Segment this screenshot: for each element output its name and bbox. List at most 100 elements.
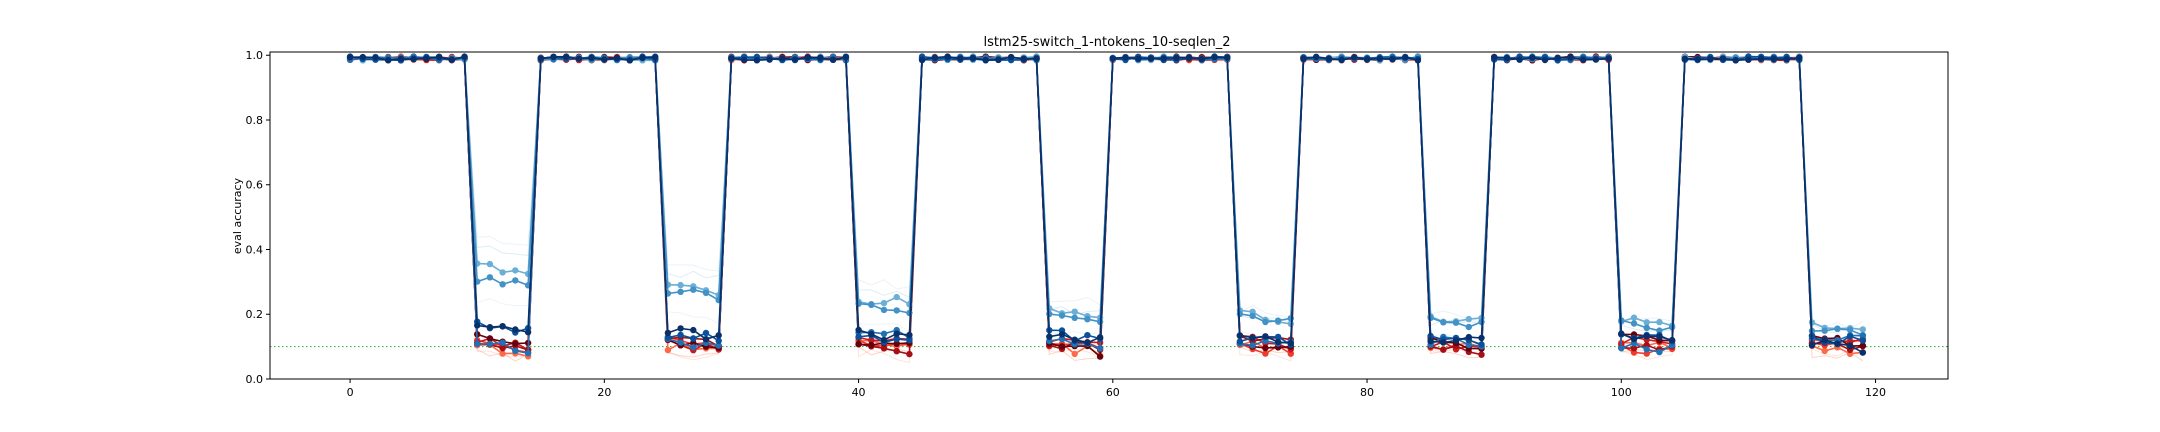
data-point: [1618, 345, 1625, 352]
data-point: [868, 330, 875, 338]
data-point: [702, 336, 710, 343]
data-point: [448, 56, 455, 63]
data-point: [499, 350, 506, 357]
data-point: [1249, 334, 1256, 341]
data-point: [1846, 333, 1854, 340]
data-point: [1656, 327, 1663, 334]
data-point: [779, 55, 786, 62]
data-point: [1707, 56, 1714, 63]
data-point: [842, 54, 850, 61]
data-point: [944, 53, 951, 60]
data-point: [1084, 339, 1091, 346]
data-point: [1478, 341, 1485, 348]
data-point: [1071, 336, 1078, 343]
data-point: [817, 54, 824, 61]
data-point: [1147, 55, 1155, 62]
data-point: [995, 56, 1002, 63]
data-point: [524, 329, 532, 336]
data-point: [626, 57, 633, 64]
data-point: [855, 333, 862, 340]
data-point: [486, 340, 494, 348]
data-point: [512, 347, 519, 354]
data-point: [575, 55, 583, 62]
data-point: [1033, 55, 1040, 63]
data-point: [1363, 56, 1371, 63]
data-point: [1719, 55, 1727, 62]
data-point: [677, 339, 684, 346]
data-point: [893, 340, 900, 347]
data-point: [690, 326, 697, 334]
data-point: [499, 339, 506, 346]
data-point: [410, 56, 417, 63]
data-point: [512, 277, 519, 284]
data-point: [931, 54, 938, 61]
data-point: [1236, 310, 1244, 318]
data-point: [1503, 54, 1511, 61]
data-point: [1529, 54, 1536, 61]
data-point: [486, 260, 494, 268]
x-tick-label: 80: [1360, 386, 1374, 399]
data-point: [639, 54, 646, 61]
data-point: [1173, 54, 1180, 61]
data-point: [1465, 315, 1473, 323]
data-point: [613, 54, 621, 62]
data-point: [715, 342, 722, 349]
data-point: [715, 337, 722, 344]
data-point: [1402, 54, 1409, 61]
data-point: [423, 55, 430, 62]
data-point: [1198, 55, 1206, 63]
data-point: [461, 53, 468, 60]
series-14: [346, 53, 1867, 356]
data-point: [1135, 55, 1142, 62]
data-point: [969, 54, 977, 62]
data-point: [1859, 332, 1867, 339]
data-point: [1274, 317, 1282, 324]
data-point: [1796, 54, 1803, 61]
y-tick-label: 0.4: [246, 243, 264, 256]
data-point: [957, 55, 964, 62]
data-point: [1427, 338, 1434, 345]
y-axis: 0.0 0.2 0.4 0.6 0.8 1.0: [246, 49, 270, 386]
data-point: [677, 281, 684, 289]
data-point: [1465, 341, 1473, 349]
data-point: [1262, 350, 1269, 357]
data-point: [435, 53, 443, 61]
y-tick-label: 0.2: [246, 308, 264, 321]
data-point: [1058, 331, 1066, 338]
data-point: [550, 53, 557, 60]
data-point: [499, 323, 506, 330]
data-point: [1541, 56, 1549, 64]
data-point: [1592, 56, 1600, 63]
data-point: [1096, 353, 1104, 360]
data-point: [1262, 344, 1269, 352]
data-point: [728, 55, 735, 62]
data-point: [1630, 345, 1638, 352]
data-point: [1656, 333, 1663, 340]
data-point: [1580, 56, 1587, 63]
data-point: [677, 288, 684, 295]
x-axis: 0 20 40 60 80 100 120: [347, 379, 1886, 399]
data-point: [1668, 336, 1676, 344]
data-point: [664, 334, 672, 341]
data-point: [1440, 346, 1447, 353]
x-tick-label: 0: [347, 386, 354, 399]
data-point: [829, 56, 837, 63]
data-point: [1478, 351, 1485, 358]
data-point: [893, 330, 900, 337]
data-point: [1859, 342, 1867, 349]
data-point: [512, 326, 519, 333]
data-point: [1351, 54, 1358, 61]
data-point: [1376, 55, 1384, 62]
data-point: [1770, 55, 1778, 63]
data-point: [1313, 53, 1320, 60]
data-point: [499, 269, 506, 276]
y-tick-label: 0.6: [246, 179, 264, 192]
data-point: [359, 53, 366, 61]
y-tick-label: 0.0: [246, 373, 264, 386]
data-point: [601, 56, 608, 63]
data-point: [372, 54, 379, 61]
data-point: [753, 57, 761, 64]
data-point: [880, 336, 888, 344]
data-point: [1643, 324, 1650, 331]
